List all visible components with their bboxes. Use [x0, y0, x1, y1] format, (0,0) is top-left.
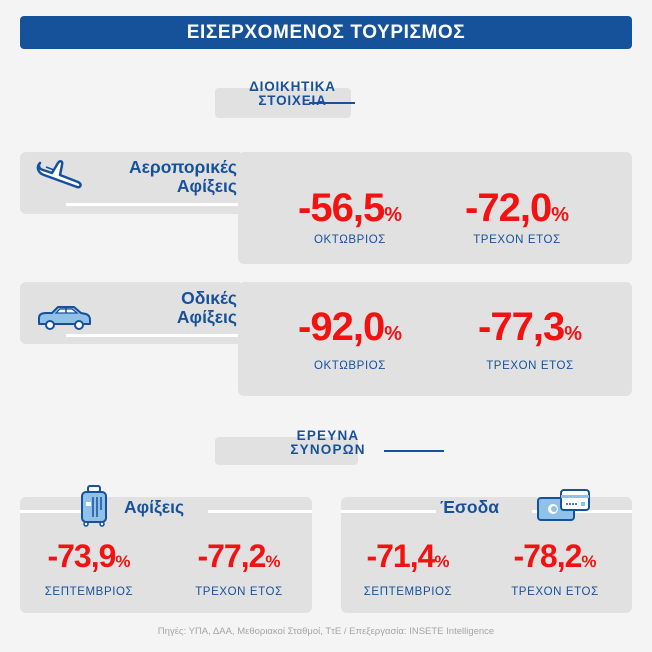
air-arrivals-card [238, 152, 632, 264]
survey-revenue-card [341, 497, 632, 613]
air-arrivals-ytd-value: -72,0% [465, 186, 569, 230]
survey-arrivals-september-label: ΣΕΠΤΕΜΒΡΙΟΣ [44, 586, 134, 598]
survey-revenue-title-bg [436, 507, 532, 515]
section-label-admin-line2: ΣΤΟΙΧΕΙΑ [258, 93, 327, 108]
road-arrivals-october-label: ΟΚΤΩΒΡΙΟΣ [313, 360, 387, 372]
section-divider-line-survey [384, 450, 444, 452]
air-arrivals-title-line1: Αεροπορικές [128, 157, 237, 177]
section-divider-line [309, 102, 355, 104]
road-arrivals-ytd-value: -77,3% [478, 305, 582, 349]
survey-revenue-september-value: -71,4% [366, 538, 450, 574]
source-footnote: Πηγές: ΥΠΑ, ΔΑΑ, Μεθοριακοί Σταθμοί, ΤτΕ… [157, 626, 495, 637]
road-arrivals-ytd-label: ΤΡΕΧΟΝ ΕΤΟΣ [486, 360, 574, 372]
road-arrivals-card [238, 282, 632, 396]
money-card-icon [536, 488, 592, 524]
airplane-landing-icon [36, 155, 86, 195]
survey-arrivals-title-bg [94, 507, 208, 515]
road-arrivals-october-value: -92,0% [298, 305, 402, 349]
section-label-survey: ΕΡΕΥΝΑ ΣΥΝΟΡΩΝ [268, 429, 388, 457]
page-title: ΕΙΣΕΡΧΟΜΕΝΟΣ ΤΟΥΡΙΣΜΟΣ [186, 21, 466, 43]
road-arrivals-title-line2: Αφίξεις [176, 307, 237, 327]
road-arrivals-title: Οδικές Αφίξεις [100, 289, 237, 327]
survey-revenue-ytd-value: -78,2% [513, 538, 597, 574]
air-arrivals-title-line2: Αφίξεις [176, 176, 237, 196]
page-header: ΕΙΣΕΡΧΟΜΕΝΟΣ ΤΟΥΡΙΣΜΟΣ [20, 16, 632, 49]
road-arrivals-title-line1: Οδικές [181, 288, 237, 308]
section-label-admin-line1: ΔΙΟΙΚΗΤΙΚΑ [249, 79, 336, 94]
section-label-survey-line2: ΣΥΝΟΡΩΝ [290, 442, 366, 457]
air-arrivals-title: Αεροπορικές Αφίξεις [100, 158, 237, 196]
air-arrivals-underline [66, 203, 238, 206]
air-arrivals-ytd-label: ΤΡΕΧΟΝ ΕΤΟΣ [473, 234, 561, 246]
air-arrivals-october-label: ΟΚΤΩΒΡΙΟΣ [313, 234, 387, 246]
survey-revenue-september-label: ΣΕΠΤΕΜΒΡΙΟΣ [363, 586, 453, 598]
suitcase-icon [79, 484, 109, 528]
survey-arrivals-september-value: -73,9% [47, 538, 131, 574]
section-label-survey-bg [215, 437, 358, 465]
section-label-survey-line1: ΕΡΕΥΝΑ [296, 428, 360, 443]
survey-revenue-ytd-label: ΤΡΕΧΟΝ ΕΤΟΣ [511, 586, 599, 598]
section-label-admin: ΔΙΟΙΚΗΤΙΚΑ ΣΤΟΙΧΕΙΑ [240, 80, 345, 108]
air-arrivals-october-value: -56,5% [298, 186, 402, 230]
survey-arrivals-ytd-value: -77,2% [197, 538, 281, 574]
survey-arrivals-ytd-label: ΤΡΕΧΟΝ ΕΤΟΣ [195, 586, 283, 598]
car-icon [36, 304, 92, 332]
survey-revenue-title: Έσοδα [440, 497, 499, 517]
road-arrivals-underline [66, 334, 238, 337]
survey-arrivals-card [20, 497, 312, 613]
survey-arrivals-title: Αφίξεις [124, 497, 185, 517]
